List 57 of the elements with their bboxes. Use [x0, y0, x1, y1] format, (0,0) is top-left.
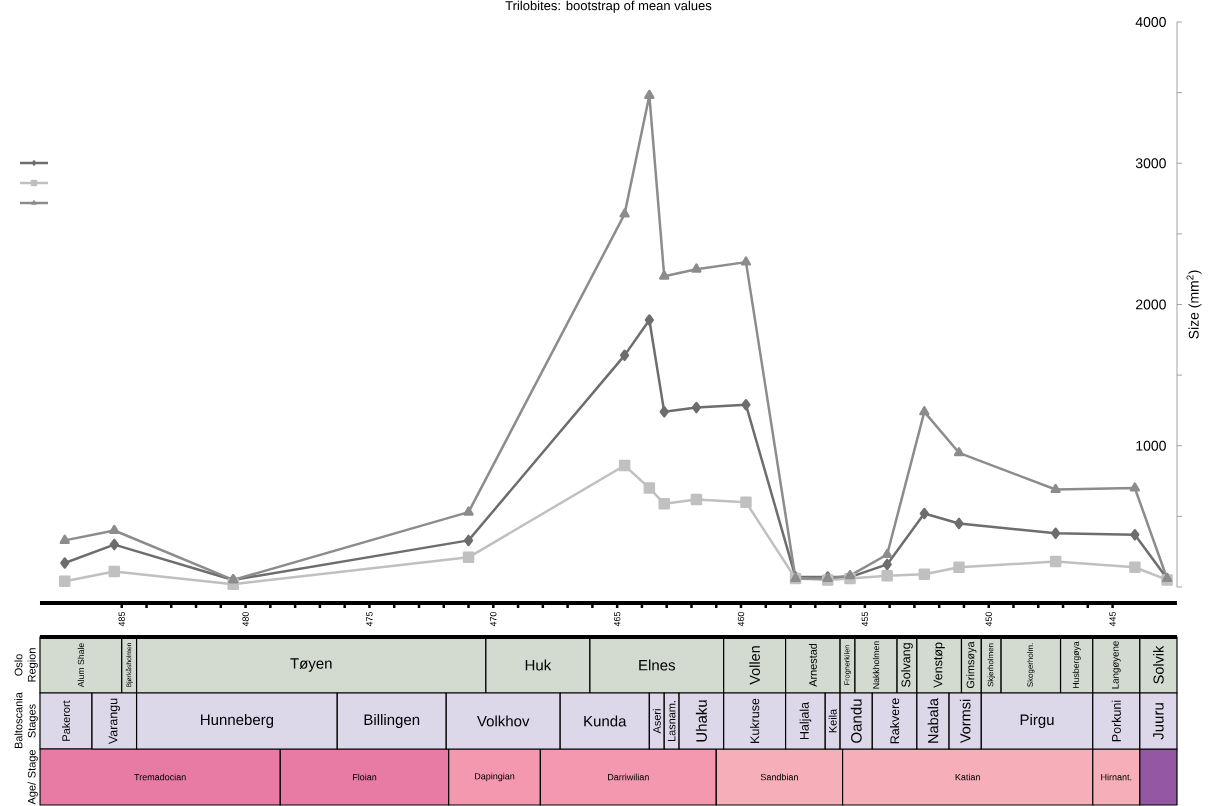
- data-label: Porkuni: [1111, 700, 1121, 742]
- data-label: Lasnam.: [667, 701, 676, 742]
- data-label: Alum Shale: [77, 643, 85, 688]
- data-label: Tøyen: [290, 658, 332, 672]
- chart-title: Trilobites: bootstrap of mean values: [505, 0, 712, 13]
- data-label: Rakvere: [890, 698, 900, 744]
- data-label: Pirgu: [1020, 714, 1054, 728]
- data-label: Volkhov: [477, 715, 530, 727]
- data-label: Venstøp: [933, 642, 945, 688]
- data-label: Katian: [955, 773, 980, 781]
- data-label: Vormsi: [959, 699, 971, 744]
- y-tick-label: Baltoscania Stages: [14, 692, 38, 749]
- x-tick-label: 450: [985, 611, 992, 627]
- x-tick-label: 475: [366, 611, 373, 627]
- data-label: Arnestad: [808, 643, 817, 687]
- x-tick-label: 485: [118, 611, 125, 627]
- data-label: Langøyene: [1111, 641, 1121, 689]
- x-tick-label: 470: [490, 611, 497, 627]
- data-label: Juuru: [1153, 703, 1164, 740]
- data-label: Billingen: [364, 714, 420, 728]
- x-tick-label: 460: [737, 611, 745, 627]
- data-label: Tremadocian: [134, 773, 186, 781]
- data-label: Oandu: [850, 699, 862, 743]
- data-label: Hirnant.: [1101, 773, 1132, 781]
- y-tick-label: Oslo Region: [14, 648, 38, 682]
- x-tick-label: 455: [861, 611, 869, 627]
- data-label: Nakkholmen: [872, 641, 880, 689]
- data-label: Kunda: [584, 715, 627, 727]
- data-label: Huk: [525, 659, 552, 671]
- data-label: Nabala: [927, 698, 939, 743]
- data-label: Solvik: [1153, 645, 1164, 684]
- y-axis-title: Size (mm$^{2}$): [1186, 270, 1202, 339]
- data-label: Solvang: [901, 643, 913, 688]
- data-label: Kukruse: [750, 698, 760, 743]
- data-label: Pakerort: [61, 700, 70, 741]
- data-label: Elnes: [639, 659, 675, 671]
- data-label: Haljala: [799, 701, 812, 740]
- data-label: Keila: [828, 708, 837, 733]
- data-label: Floian: [352, 773, 377, 781]
- data-label: Husbergøya: [1072, 641, 1081, 688]
- data-label: Grimsøya: [966, 641, 977, 689]
- data-label: Hunneberg: [201, 714, 274, 728]
- y-tick-label: Age/ Stage: [27, 749, 38, 805]
- data-label: Aseri: [652, 709, 661, 734]
- x-tick-label: 445: [1109, 611, 1116, 627]
- data-label: Vollen: [749, 646, 760, 685]
- y-tick-label: 2000: [1136, 299, 1166, 310]
- y-tick-label: 4000: [1135, 17, 1166, 27]
- data-label: Sandbian: [760, 773, 798, 781]
- x-tick-label: 465: [613, 611, 621, 627]
- x-tick-label: 480: [242, 611, 249, 627]
- y-tick-label: 3000: [1135, 158, 1166, 169]
- data-label: Darriwilian: [608, 773, 649, 781]
- data-label: Dapingian: [475, 772, 515, 782]
- data-label: Varangu: [108, 698, 120, 745]
- y-tick-label: 1000: [1136, 440, 1166, 451]
- data-label: Uhaku: [695, 700, 707, 742]
